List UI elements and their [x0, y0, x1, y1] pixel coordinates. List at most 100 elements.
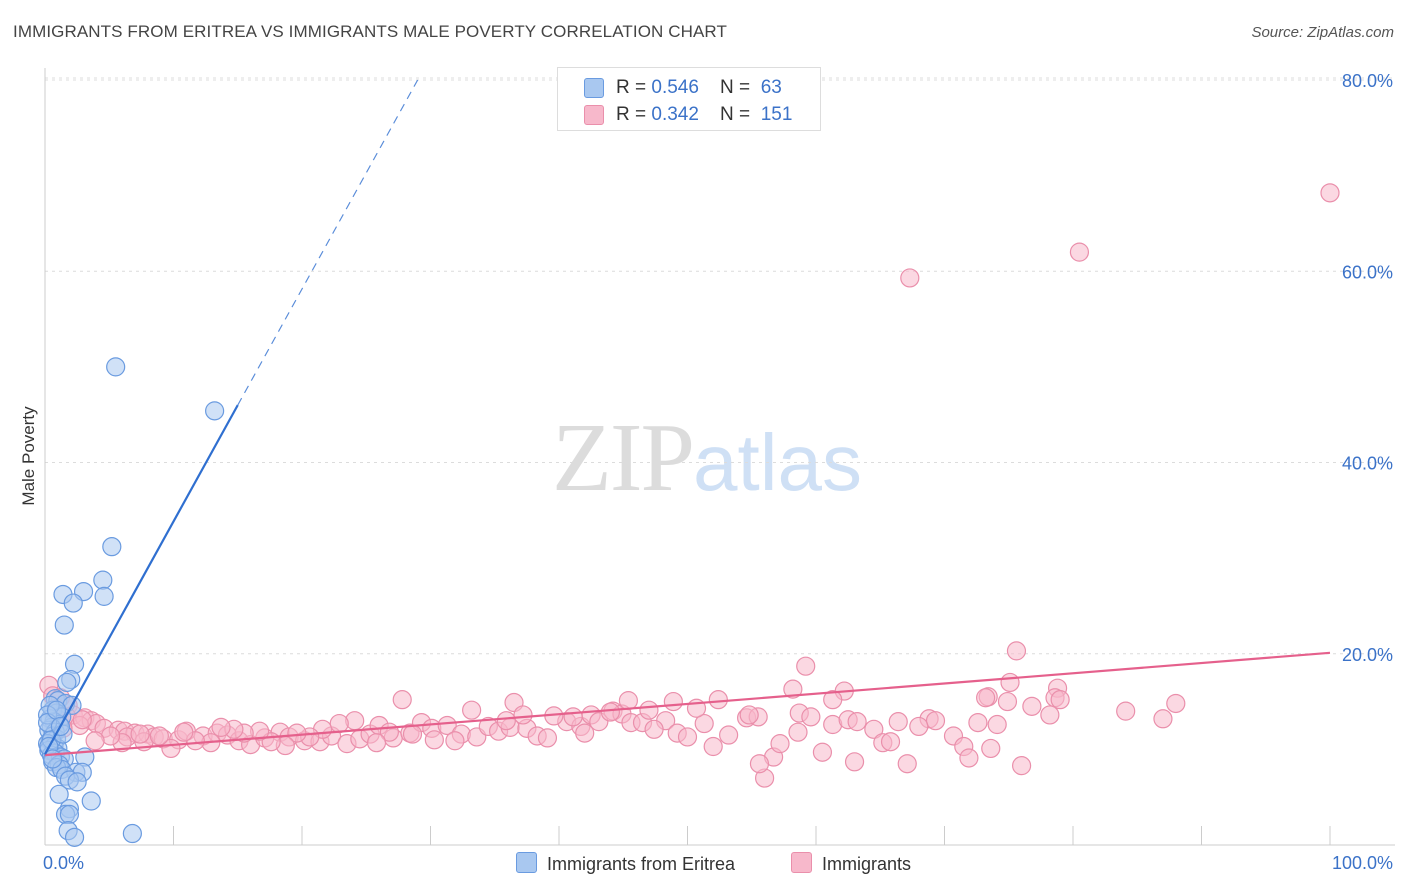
immigrants-point [211, 717, 231, 737]
y-tick-label: 80.0% [1342, 71, 1393, 91]
eritrea-point [57, 672, 77, 693]
immigrants-point [1116, 701, 1136, 721]
bottom-legend-immigrants: Immigrants [791, 852, 911, 875]
eritrea-point [81, 791, 101, 811]
legend-n-value: 63 [760, 77, 782, 98]
immigrants-point [749, 754, 770, 774]
immigrants-point [663, 691, 683, 712]
immigrants-point [537, 728, 558, 748]
eritrea-point [63, 593, 83, 613]
legend-box: R = 0.546 N = 63 R = 0.342 N = 151 [557, 67, 821, 131]
immigrants-point [462, 700, 482, 720]
immigrants-point [823, 690, 843, 710]
immigrants-point [880, 732, 901, 752]
eritrea-point [93, 570, 113, 590]
immigrants-point [783, 679, 803, 699]
immigrants-point [968, 712, 988, 733]
immigrants-point [445, 731, 465, 751]
y-tick-label: 40.0% [1342, 454, 1393, 474]
immigrants-point [770, 734, 790, 754]
immigrants-point [287, 723, 307, 743]
bottom-legend-swatch-eritrea [516, 852, 537, 873]
immigrants-point [329, 713, 349, 734]
immigrants-point [719, 725, 739, 745]
immigrants-point [392, 690, 412, 710]
immigrants-point [1000, 672, 1020, 693]
immigrants-point [997, 691, 1018, 712]
immigrants-point [677, 727, 698, 747]
immigrants-point [788, 722, 808, 742]
immigrants-point [959, 748, 979, 768]
legend-n-label: N = [720, 104, 756, 125]
immigrants-point [644, 719, 664, 739]
immigrants-point [563, 707, 583, 727]
immigrants-point [85, 731, 105, 751]
immigrants-point [575, 723, 595, 743]
immigrants-point [1069, 242, 1090, 262]
bottom-legend-swatch-immigrants [791, 852, 812, 873]
legend-n-label: N = [720, 77, 756, 98]
legend-r-value: 0.546 [651, 77, 699, 98]
y-axis-label: Male Poverty [19, 406, 38, 506]
immigrants-point [130, 724, 150, 744]
legend-r-label: R = [616, 104, 652, 125]
eritrea-point [106, 357, 126, 377]
immigrants-point [694, 713, 714, 734]
immigrants-point [1166, 693, 1186, 714]
eritrea-point [49, 784, 69, 804]
immigrants-point [1320, 183, 1340, 203]
bottom-legend-label-immigrants: Immigrants [822, 854, 912, 874]
immigrants-point [888, 712, 908, 732]
immigrants-point [639, 700, 659, 720]
watermark: ZIPatlas [552, 400, 862, 514]
x-tick-label: 0.0% [43, 853, 84, 873]
eritrea-point [102, 537, 122, 557]
watermark-zip: ZIP [552, 404, 695, 512]
immigrants-point [600, 702, 621, 722]
immigrants-point [987, 714, 1007, 735]
immigrants-point [900, 268, 920, 288]
immigrants-point [366, 733, 387, 753]
immigrants-point [149, 726, 169, 746]
immigrants-point [174, 722, 194, 742]
source-label: Source: ZipAtlas.com [1251, 24, 1394, 41]
immigrants-point [864, 719, 884, 739]
eritrea-point [59, 804, 80, 825]
chart-title: IMMIGRANTS FROM ERITREA VS IMMIGRANTS MA… [13, 22, 727, 41]
eritrea-trend-line [44, 404, 239, 755]
y-tick-label: 60.0% [1342, 262, 1393, 282]
immigrants-point [72, 710, 92, 730]
eritrea-point [205, 401, 225, 421]
immigrants-point [424, 730, 444, 750]
immigrants-point [812, 742, 833, 762]
immigrants-point [1050, 690, 1070, 710]
x-tick-label: 100.0% [1332, 853, 1393, 873]
legend-n-value: 151 [760, 104, 793, 125]
eritrea-point [67, 772, 87, 792]
immigrants-point [1011, 756, 1032, 776]
immigrants-point [897, 754, 917, 774]
immigrants-point [796, 656, 816, 676]
immigrants-point [847, 712, 867, 732]
immigrants-point [1022, 696, 1042, 716]
eritrea-point [54, 615, 74, 635]
immigrants-point [739, 705, 759, 725]
immigrants-point [437, 715, 457, 736]
immigrants-point [801, 707, 821, 727]
immigrants-point [976, 688, 996, 708]
immigrants-point [844, 752, 865, 772]
eritrea-point [64, 827, 85, 847]
bottom-legend-eritrea: Immigrants from Eritrea [516, 852, 735, 875]
eritrea-point [94, 586, 114, 606]
immigrants-point [1040, 705, 1060, 725]
eritrea-point [46, 700, 67, 720]
eritrea-point [122, 823, 142, 844]
bottom-legend-label-eritrea: Immigrants from Eritrea [547, 854, 736, 874]
immigrants-point [703, 736, 723, 757]
watermark-atlas: atlas [693, 418, 862, 507]
immigrants-trend-line [44, 651, 1331, 757]
immigrants-point [925, 711, 946, 731]
legend-r-label: R = [616, 77, 652, 98]
immigrants-point [402, 724, 423, 744]
